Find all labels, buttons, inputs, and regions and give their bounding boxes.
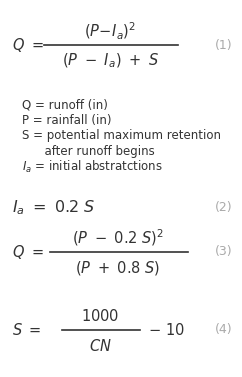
- Text: P = rainfall (in): P = rainfall (in): [22, 114, 112, 127]
- Text: $(P\ -\ 0.2\ S)^2$: $(P\ -\ 0.2\ S)^2$: [72, 228, 164, 248]
- Text: (3): (3): [214, 245, 232, 259]
- Text: $1000$: $1000$: [81, 308, 119, 324]
- Text: $I_a$ = initial abstratctions: $I_a$ = initial abstratctions: [22, 159, 163, 175]
- Text: $Q\ =$: $Q\ =$: [12, 36, 44, 54]
- Text: after runoff begins: after runoff begins: [22, 145, 155, 158]
- Text: (1): (1): [214, 38, 232, 52]
- Text: $Q\ =$: $Q\ =$: [12, 243, 44, 261]
- Text: $(P\!-\!I_a)^2$: $(P\!-\!I_a)^2$: [84, 20, 136, 41]
- Text: $(P\ -\ I_a)\ +\ S$: $(P\ -\ I_a)\ +\ S$: [61, 52, 159, 70]
- Text: $I_a\ =\ 0.2\ S$: $I_a\ =\ 0.2\ S$: [12, 199, 96, 218]
- Text: S = potential maximum retention: S = potential maximum retention: [22, 130, 221, 143]
- Text: $S\ =$: $S\ =$: [12, 322, 42, 338]
- Text: (4): (4): [214, 323, 232, 337]
- Text: (2): (2): [214, 201, 232, 215]
- Text: $CN$: $CN$: [89, 338, 111, 354]
- Text: $-\ 10$: $-\ 10$: [148, 322, 185, 338]
- Text: $(P\ +\ 0.8\ S)$: $(P\ +\ 0.8\ S)$: [75, 259, 161, 277]
- Text: Q = runoff (in): Q = runoff (in): [22, 98, 108, 112]
